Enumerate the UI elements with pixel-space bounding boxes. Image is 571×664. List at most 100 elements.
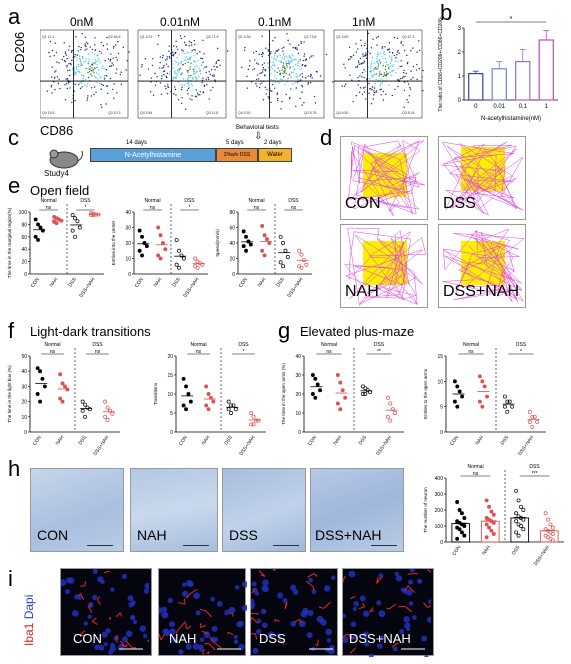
- flow-quadrant-0-0: Q1 11.1: [42, 35, 54, 39]
- down-arrow-icon: ⇩: [254, 131, 263, 142]
- chart-f2-point: [229, 411, 234, 415]
- chart-e2-point: [195, 265, 200, 270]
- chart-f2-point: [229, 403, 234, 408]
- chart-e2-xtick-0: CON: [134, 276, 145, 289]
- chart-e2-point: [200, 262, 205, 267]
- chart-e2-normal-label: Normal: [144, 198, 160, 204]
- chart-e2-point: [181, 256, 186, 261]
- nissl-dss: DSS: [222, 468, 306, 552]
- chart-f2-normal-label: Normal: [190, 342, 206, 348]
- chart-e2-ns: ns: [150, 205, 156, 211]
- chart-g1-point: [363, 386, 368, 391]
- chart-g2-point: [482, 384, 487, 389]
- b-sig: *: [510, 16, 513, 23]
- chart-h-point: [455, 500, 460, 504]
- b-bar-0: [468, 72, 484, 101]
- chart-g1-point: [310, 392, 315, 396]
- chart-e2-xtick-3: DSS+NAH: [182, 276, 200, 299]
- chart-e1-point: [96, 212, 101, 217]
- chart-e3-point: [301, 258, 306, 263]
- chart-g2-point: [527, 419, 532, 424]
- chart-e3-point: [260, 224, 265, 228]
- chart-f1-point: [60, 399, 65, 404]
- chart-f1-point: [60, 381, 65, 386]
- chart-g2-point: [480, 379, 485, 384]
- chart-f1-point: [83, 414, 88, 419]
- timeline-nah: N-Acetylhistamine: [90, 148, 216, 162]
- chart-g2-point: [455, 404, 460, 409]
- chart-e1-dss-label: DSS: [80, 198, 91, 204]
- chart-e3-point: [278, 260, 283, 265]
- chart-g2-ns: ns: [468, 349, 474, 355]
- chart-f1: 0 10 20 30 40 50 The time in the light box (%)…: [7, 342, 120, 457]
- chart-e3-xtick-0: CON: [238, 276, 249, 289]
- axis-ylabel: Entries into the center: [111, 220, 116, 265]
- chart-f2-point: [233, 407, 238, 412]
- chart-e2-ytick: 0: [128, 272, 131, 278]
- flow-quadrant-0-2: Q4 15.5: [42, 111, 55, 115]
- chart-h-ytick: 100: [435, 524, 444, 530]
- fluo-dss: DSS: [250, 568, 338, 656]
- chart-h-point: [462, 516, 467, 520]
- chart-g2-point: [507, 399, 512, 404]
- nissl-dss-nah-label: DSS+NAH: [315, 527, 382, 543]
- chart-f1-ns: ns: [50, 349, 56, 355]
- chart-h-point: [548, 522, 553, 527]
- chart-f1-xtick-1: NAH: [55, 434, 66, 446]
- chart-h-point: [518, 524, 523, 528]
- chart-g1-ytick: 20: [295, 392, 301, 398]
- track-dss: DSS: [438, 136, 526, 220]
- chart-g1-point: [310, 373, 315, 377]
- chart-f1-point: [38, 369, 43, 374]
- chart-f1-point: [87, 407, 92, 412]
- fluo-dss-label: DSS: [259, 631, 286, 646]
- flow-quadrant-2-3: Q3 8.76: [304, 111, 317, 115]
- chart-f1-point: [38, 399, 43, 404]
- chart-f1-normal-label: Normal: [44, 342, 60, 348]
- chart-g1-xtick-2: DSS: [358, 435, 369, 447]
- chart-h-point: [484, 522, 489, 527]
- chart-h-bar-3: [539, 530, 559, 543]
- chart-g2-ytick: 0: [440, 430, 443, 436]
- timeline-water-label: Water: [267, 152, 283, 158]
- chart-e1-point: [40, 228, 45, 233]
- chart-g1-point: [360, 392, 365, 396]
- chart-e1-point: [70, 213, 75, 218]
- chart-h-ytick: 300: [435, 492, 444, 498]
- axis-ylabel: Transitions: [153, 382, 158, 405]
- chart-g1-ns: ns: [326, 349, 332, 355]
- flow-quadrant-2-0: Q1 6.35: [238, 35, 251, 39]
- chart-e3-dss-label: DSS: [288, 198, 299, 204]
- chart-h-point: [516, 498, 521, 503]
- timeline-dss: 3%w/v DSS: [216, 148, 258, 162]
- chart-g2-point: [505, 399, 510, 404]
- chart-g2-point: [455, 384, 460, 389]
- flow-quadrant-0-1: Q2 66.5: [108, 35, 121, 39]
- chart-f1-point: [63, 384, 67, 389]
- chart-e1-ytick: 60: [21, 235, 27, 241]
- chart-e1-point: [33, 217, 38, 222]
- chart-e3-sig: ns: [291, 205, 297, 211]
- duration-2: 2 days: [264, 140, 282, 146]
- axis-ylabel: The time in the light box (%): [7, 365, 12, 423]
- chart-h-point: [550, 525, 555, 530]
- b-bar-1: [491, 68, 507, 101]
- panel-letter-b: b: [440, 0, 453, 25]
- flow-quadrant-3-0: Q1 4.80: [336, 35, 349, 39]
- track-nah-label: NAH: [345, 283, 379, 300]
- nissl-nah: NAH: [130, 468, 218, 552]
- flow-quadrant-0-3: Q3 10.3: [108, 111, 121, 115]
- nissl-dss-nah: DSS+NAH: [310, 468, 404, 552]
- nissl-con: CON: [30, 468, 124, 552]
- b-xlabel: N-acetylhistamine(nM): [481, 116, 541, 122]
- chart-f2-ytick: 5: [170, 411, 173, 417]
- chart-e2-point: [156, 253, 161, 258]
- chart-g1-ytick: 10: [295, 411, 301, 417]
- fluo-dss-nah-label: DSS+NAH: [349, 631, 411, 646]
- axis-ylabel: The ratio of CD86+CD206+/CD86+CD206-: [438, 16, 444, 112]
- nissl-con-label: CON: [37, 527, 69, 543]
- b-xtick-3: 1: [545, 104, 549, 110]
- chart-h-xtick-2: DSS: [511, 545, 522, 557]
- chart-h-ns: ns: [473, 471, 479, 477]
- fluo-nah-label: NAH: [169, 631, 197, 646]
